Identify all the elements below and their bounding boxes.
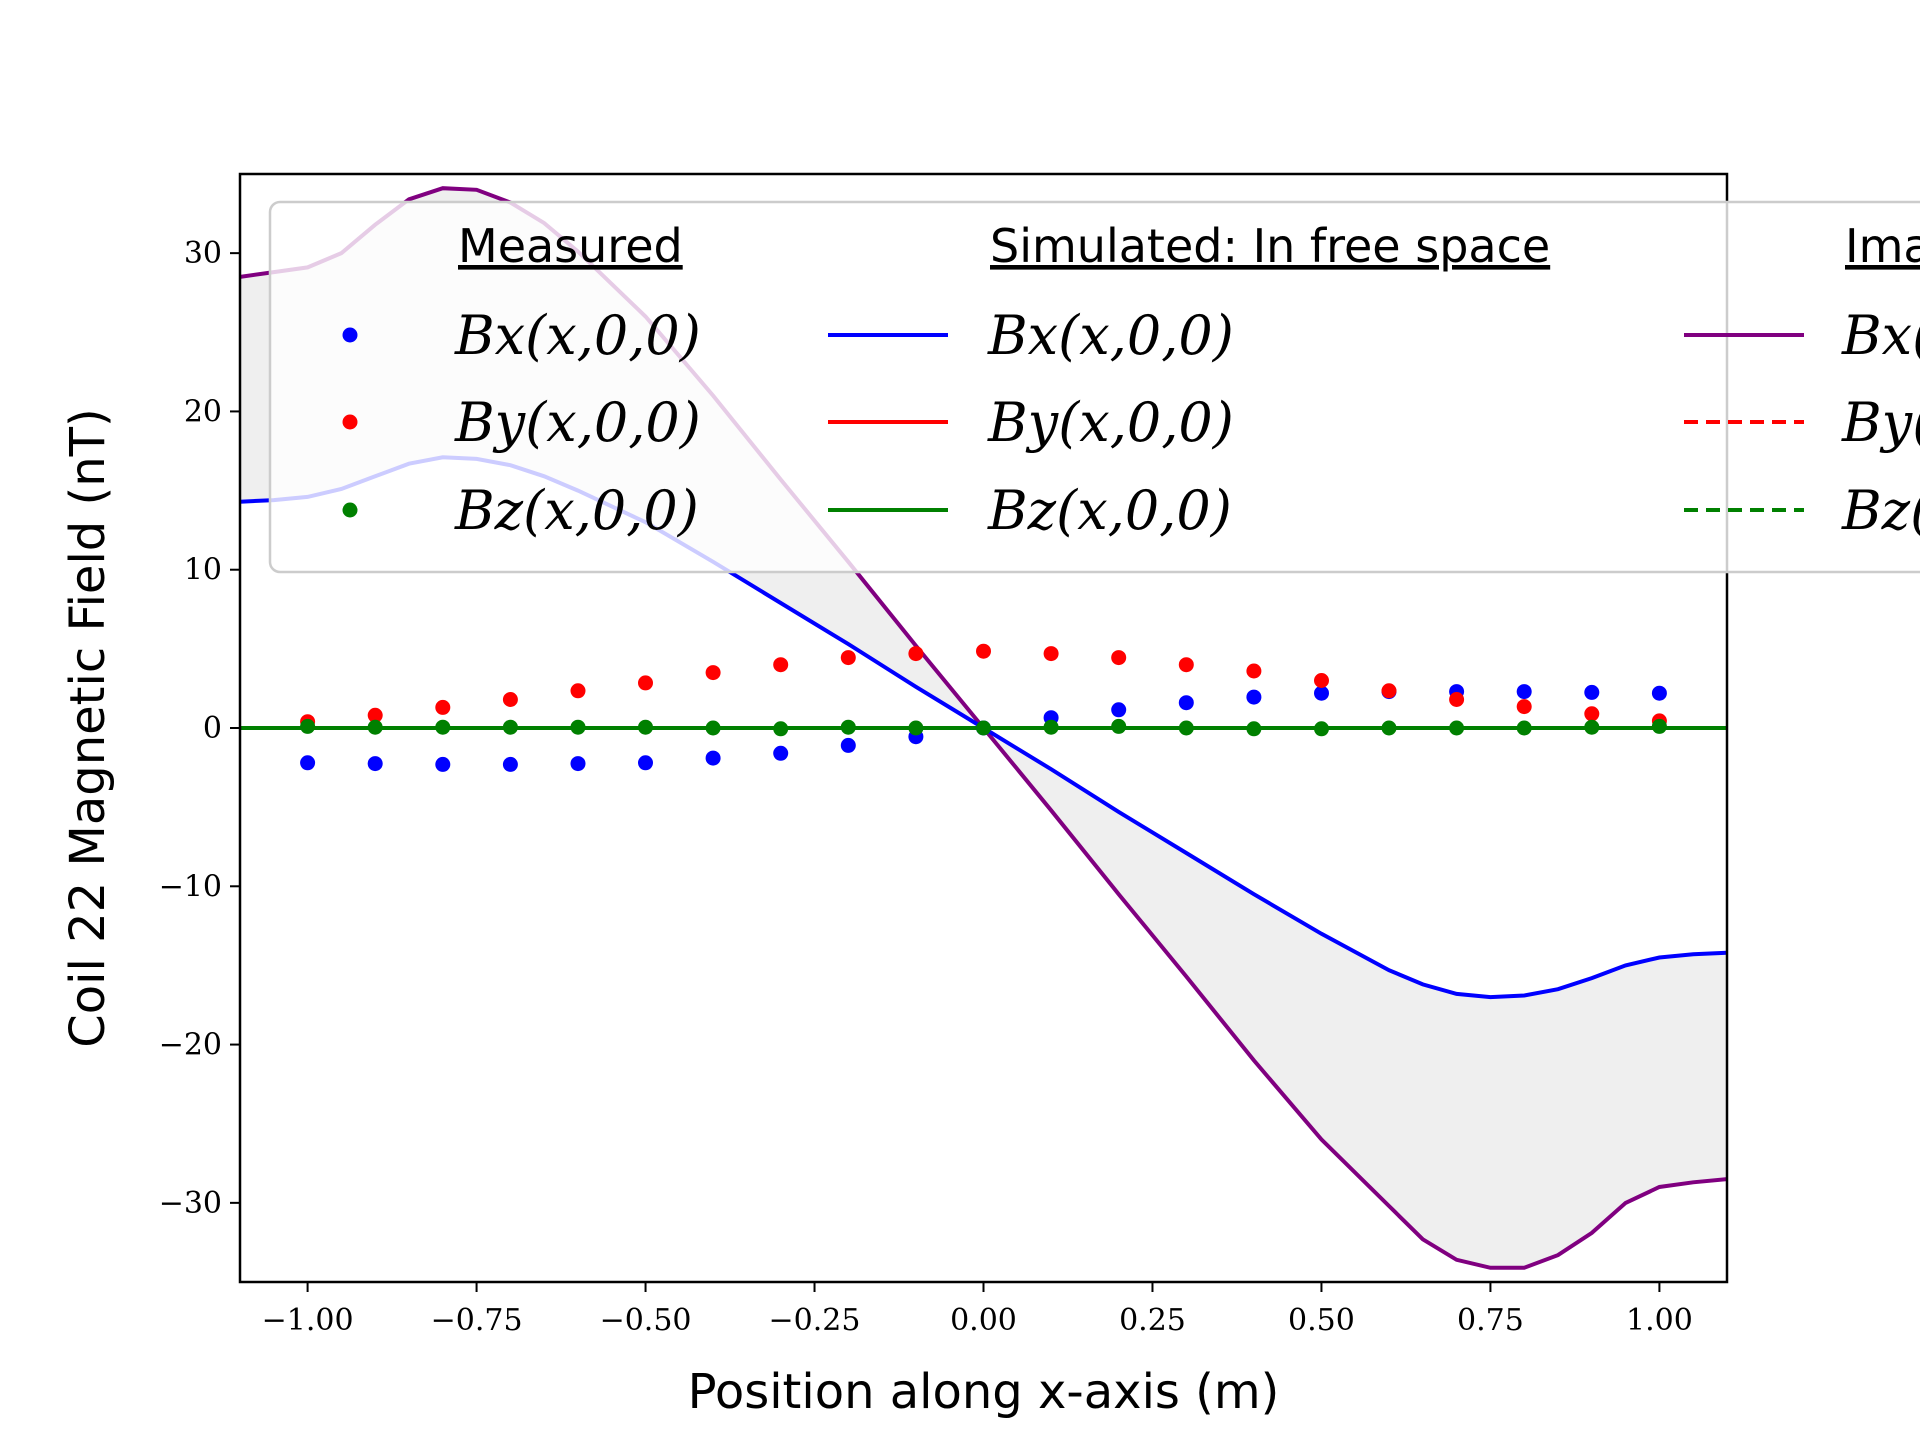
x-tick-label: 0.00	[950, 1303, 1017, 1338]
x-tick-label: 0.50	[1288, 1303, 1355, 1338]
legend-entry: Bz(	[1841, 479, 1920, 542]
measured-bz-point	[705, 720, 721, 736]
measured-points	[300, 643, 1667, 772]
x-tick-label: −1.00	[262, 1303, 354, 1338]
legend-title: Measured	[458, 219, 683, 273]
y-tick-label: 20	[184, 394, 222, 429]
legend-marker	[342, 327, 358, 343]
measured-bx-point	[705, 750, 721, 766]
measured-bx-point	[300, 755, 316, 771]
measured-bz-point	[570, 719, 586, 735]
legend-title: Ima	[1845, 219, 1920, 273]
legend-entry: Bz(x,0,0)	[454, 479, 699, 542]
measured-bz-point	[502, 719, 518, 735]
measured-by-point	[1584, 706, 1600, 722]
measured-bz-point	[840, 719, 856, 735]
measured-bx-point	[1178, 695, 1194, 711]
measured-by-point	[367, 707, 383, 723]
measured-bx-point	[638, 755, 653, 771]
measured-bx-point	[1516, 684, 1532, 700]
measured-bx-point	[1111, 702, 1127, 718]
measured-bz-point	[300, 718, 316, 734]
legend-entry: By(x,0,0)	[454, 391, 701, 454]
measured-bx-point	[1314, 685, 1329, 701]
x-tick-label: 0.25	[1119, 1303, 1186, 1338]
x-tick-label: 0.75	[1457, 1303, 1524, 1338]
measured-bz-point	[1449, 720, 1465, 736]
measured-bz-point	[773, 721, 789, 737]
legend-title: Simulated: In free space	[990, 219, 1550, 273]
measured-bz-point	[1381, 720, 1397, 736]
measured-by-point	[1178, 657, 1194, 673]
measured-bz-point	[1043, 719, 1059, 735]
legend-entry: Bz(x,0,0)	[987, 479, 1232, 542]
legend-marker	[342, 414, 358, 430]
measured-by-point	[1381, 683, 1397, 699]
measured-bx-point	[502, 756, 518, 772]
measured-by-point	[1246, 663, 1262, 679]
measured-bz-point	[638, 719, 653, 735]
measured-bz-point	[1516, 720, 1532, 736]
measured-bz-point	[1246, 721, 1262, 737]
y-tick-label: 30	[184, 236, 222, 271]
measured-bx-point	[1651, 685, 1667, 701]
measured-by-point	[435, 699, 451, 715]
legend-marker	[342, 502, 358, 518]
measured-bz-point	[1178, 720, 1194, 736]
measured-by-point	[840, 650, 856, 666]
measured-bz-point	[1584, 719, 1600, 735]
x-tick-label: −0.50	[600, 1303, 692, 1338]
x-tick-label: −0.75	[431, 1303, 523, 1338]
measured-bz-point	[367, 719, 383, 735]
measured-bx-point	[435, 756, 451, 772]
measured-bz-point	[1651, 718, 1667, 734]
x-axis-ticks: −1.00 −0.75 −0.50 −0.25 0.00 0.25 0.50 0.75 1.00	[262, 1282, 1693, 1338]
measured-bx-point	[1584, 684, 1600, 700]
x-tick-label: −0.25	[769, 1303, 861, 1338]
legend-entry: By(x,0,0)	[987, 391, 1234, 454]
y-tick-label: −10	[159, 869, 222, 904]
measured-bz-point	[1314, 721, 1329, 737]
measured-bz-point	[1111, 718, 1127, 734]
measured-by-point	[1516, 699, 1532, 715]
measured-by-point	[502, 692, 518, 707]
measured-bz-point	[976, 720, 991, 736]
y-axis-ticks: −30 −20 −10 0 10 20 30	[159, 236, 240, 1221]
legend-entry: By(	[1841, 391, 1920, 454]
measured-bz-point	[908, 720, 924, 736]
measured-by-point	[1111, 650, 1127, 666]
measured-by-point	[1043, 646, 1059, 662]
y-tick-label: −20	[159, 1028, 222, 1063]
x-tick-label: 1.00	[1626, 1303, 1693, 1338]
measured-bx-point	[840, 737, 856, 753]
measured-by-point	[705, 665, 721, 681]
measured-bx-point	[773, 745, 789, 761]
measured-by-point	[908, 646, 924, 662]
measured-bz-point	[435, 719, 451, 735]
measured-by-point	[638, 675, 653, 691]
measured-by-point	[1449, 692, 1465, 707]
legend: Measured Bx(x,0,0) By(x,0,0) Bz(x,0,0) Simul…	[268, 200, 1920, 574]
legend-entry: Bx(x,0,0)	[454, 304, 701, 367]
x-axis-label: Position along x-axis (m)	[688, 1364, 1280, 1420]
measured-by-point	[976, 643, 991, 659]
measured-by-point	[570, 683, 586, 699]
measured-by-point	[1314, 673, 1329, 688]
y-tick-label: 10	[184, 553, 222, 588]
measured-by-point	[773, 657, 789, 673]
measured-bx-point	[1246, 689, 1262, 705]
y-axis-label: Coil 22 Magnetic Field (nT)	[60, 408, 116, 1047]
y-tick-label: −30	[159, 1186, 222, 1221]
legend-entry: Bx(x,0,0)	[987, 304, 1234, 367]
measured-bx-point	[570, 756, 586, 772]
y-tick-label: 0	[203, 711, 222, 746]
legend-box	[268, 200, 1920, 574]
measured-bx-point	[367, 756, 383, 772]
legend-entry: Bx(	[1841, 304, 1920, 367]
